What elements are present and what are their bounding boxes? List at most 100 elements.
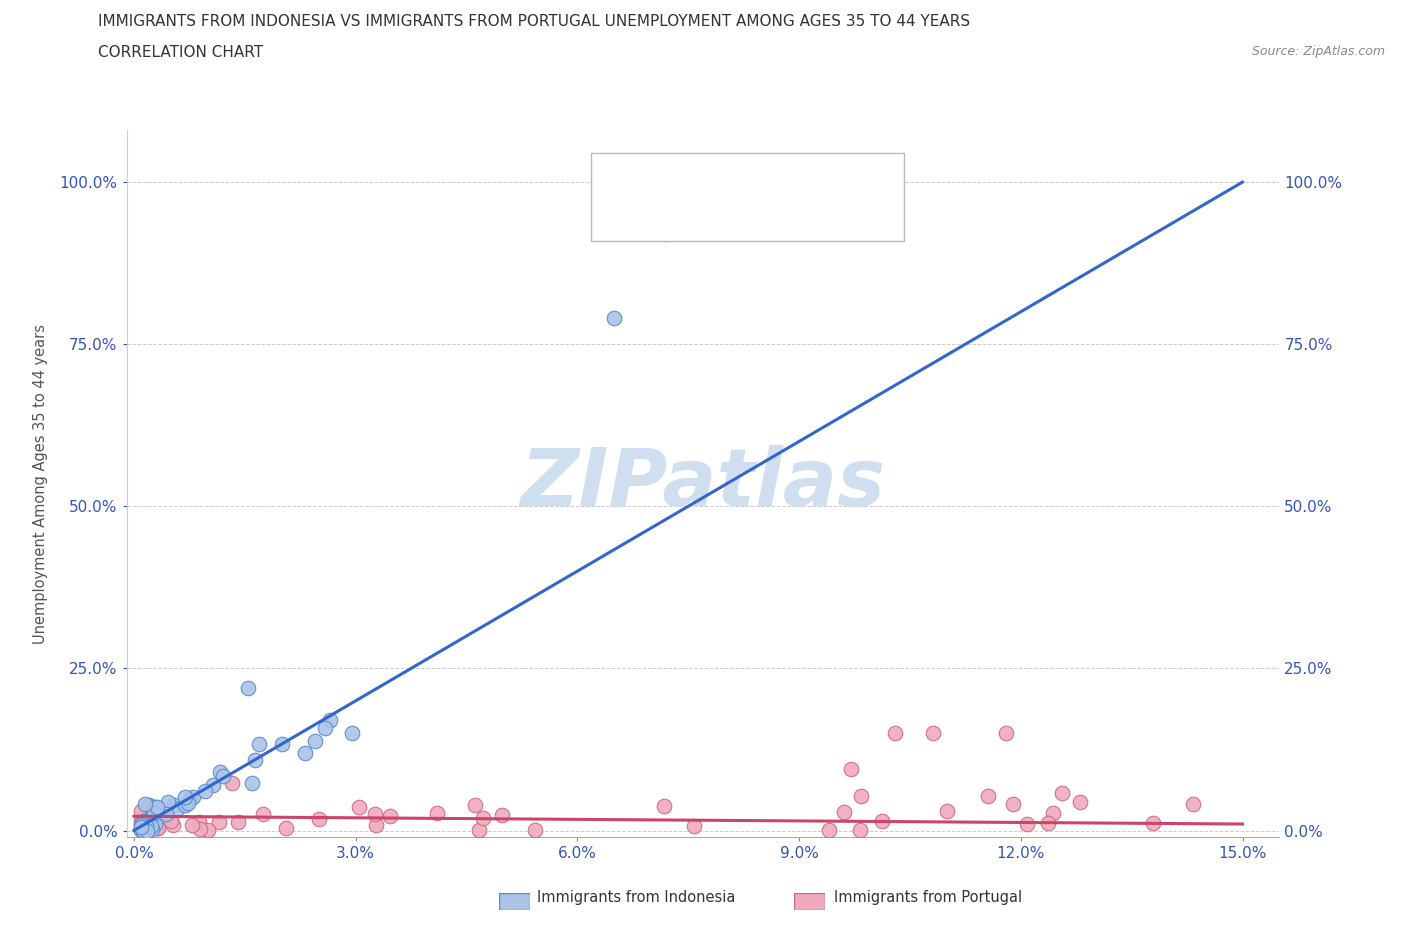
Point — [221, 776, 243, 790]
Point — [156, 806, 179, 821]
Point — [131, 822, 153, 837]
Point — [142, 805, 165, 820]
Point — [134, 814, 156, 829]
Point — [252, 806, 274, 821]
Point — [131, 823, 153, 838]
Point — [136, 823, 159, 838]
Point — [294, 746, 316, 761]
Y-axis label: Unemployment Among Ages 35 to 44 years: Unemployment Among Ages 35 to 44 years — [34, 324, 48, 644]
Text: Immigrants from Portugal: Immigrants from Portugal — [834, 890, 1022, 905]
Point — [426, 805, 449, 820]
Text: -0.102: -0.102 — [685, 208, 744, 227]
Point — [138, 797, 160, 812]
Point — [655, 227, 678, 242]
Point — [870, 814, 893, 829]
Point — [1182, 796, 1205, 811]
Point — [1042, 805, 1064, 820]
Point — [136, 813, 159, 828]
Point — [146, 821, 169, 836]
Point — [652, 798, 675, 813]
Point — [472, 810, 495, 825]
Point — [141, 818, 163, 833]
Point — [849, 789, 872, 804]
Point — [159, 814, 181, 829]
Point — [832, 804, 855, 819]
Point — [839, 761, 862, 776]
Point — [243, 752, 266, 767]
Text: Source: ZipAtlas.com: Source: ZipAtlas.com — [1251, 45, 1385, 58]
Point — [366, 817, 388, 832]
Point — [921, 725, 943, 740]
Point — [166, 802, 188, 817]
Point — [319, 712, 342, 727]
Point — [132, 822, 155, 837]
Point — [208, 815, 231, 830]
Text: R =: R = — [643, 166, 673, 184]
Point — [314, 720, 336, 735]
Point — [304, 734, 326, 749]
Point — [524, 822, 547, 837]
Point — [174, 798, 197, 813]
Point — [134, 822, 156, 837]
Point — [364, 806, 387, 821]
Text: ZIPatlas: ZIPatlas — [520, 445, 886, 523]
Point — [142, 811, 165, 826]
Point — [1069, 794, 1091, 809]
Point — [977, 789, 1000, 804]
FancyBboxPatch shape — [794, 893, 825, 910]
Point — [683, 818, 706, 833]
Text: IMMIGRANTS FROM INDONESIA VS IMMIGRANTS FROM PORTUGAL UNEMPLOYMENT AMONG AGES 35: IMMIGRANTS FROM INDONESIA VS IMMIGRANTS … — [98, 14, 970, 29]
Point — [174, 790, 197, 804]
Point — [155, 807, 177, 822]
Point — [1002, 797, 1025, 812]
FancyBboxPatch shape — [598, 201, 630, 234]
Point — [1052, 786, 1074, 801]
Point — [134, 796, 156, 811]
Point — [177, 796, 200, 811]
Point — [179, 791, 201, 806]
Point — [131, 804, 153, 818]
Point — [142, 806, 165, 821]
Point — [135, 818, 157, 833]
Point — [276, 820, 298, 835]
Point — [247, 737, 270, 751]
Point — [142, 804, 165, 819]
Point — [146, 820, 169, 835]
Point — [202, 778, 225, 793]
Point — [378, 808, 401, 823]
Text: N = 59: N = 59 — [782, 208, 844, 227]
Point — [1017, 817, 1039, 831]
Point — [464, 798, 486, 813]
Point — [995, 725, 1018, 740]
Point — [817, 822, 839, 837]
Point — [197, 822, 219, 837]
Point — [208, 764, 231, 779]
Point — [181, 790, 204, 804]
Point — [240, 776, 263, 790]
Point — [271, 737, 294, 751]
Point — [141, 821, 163, 836]
Point — [238, 681, 260, 696]
Point — [138, 807, 160, 822]
Point — [1036, 816, 1059, 830]
Point — [162, 817, 184, 832]
Point — [603, 311, 626, 325]
Point — [131, 813, 153, 828]
Point — [188, 815, 211, 830]
Point — [134, 821, 156, 836]
Point — [135, 822, 157, 837]
Point — [157, 794, 180, 809]
Text: Immigrants from Indonesia: Immigrants from Indonesia — [537, 890, 735, 905]
Point — [139, 811, 162, 826]
Text: N = 43: N = 43 — [782, 166, 844, 184]
Point — [143, 800, 166, 815]
Point — [491, 807, 513, 822]
Text: 0.903: 0.903 — [685, 166, 737, 184]
Point — [143, 817, 166, 831]
Text: CORRELATION CHART: CORRELATION CHART — [98, 45, 263, 60]
Point — [131, 816, 153, 830]
Point — [308, 812, 330, 827]
Point — [132, 823, 155, 838]
FancyBboxPatch shape — [499, 893, 530, 910]
Point — [936, 804, 959, 818]
